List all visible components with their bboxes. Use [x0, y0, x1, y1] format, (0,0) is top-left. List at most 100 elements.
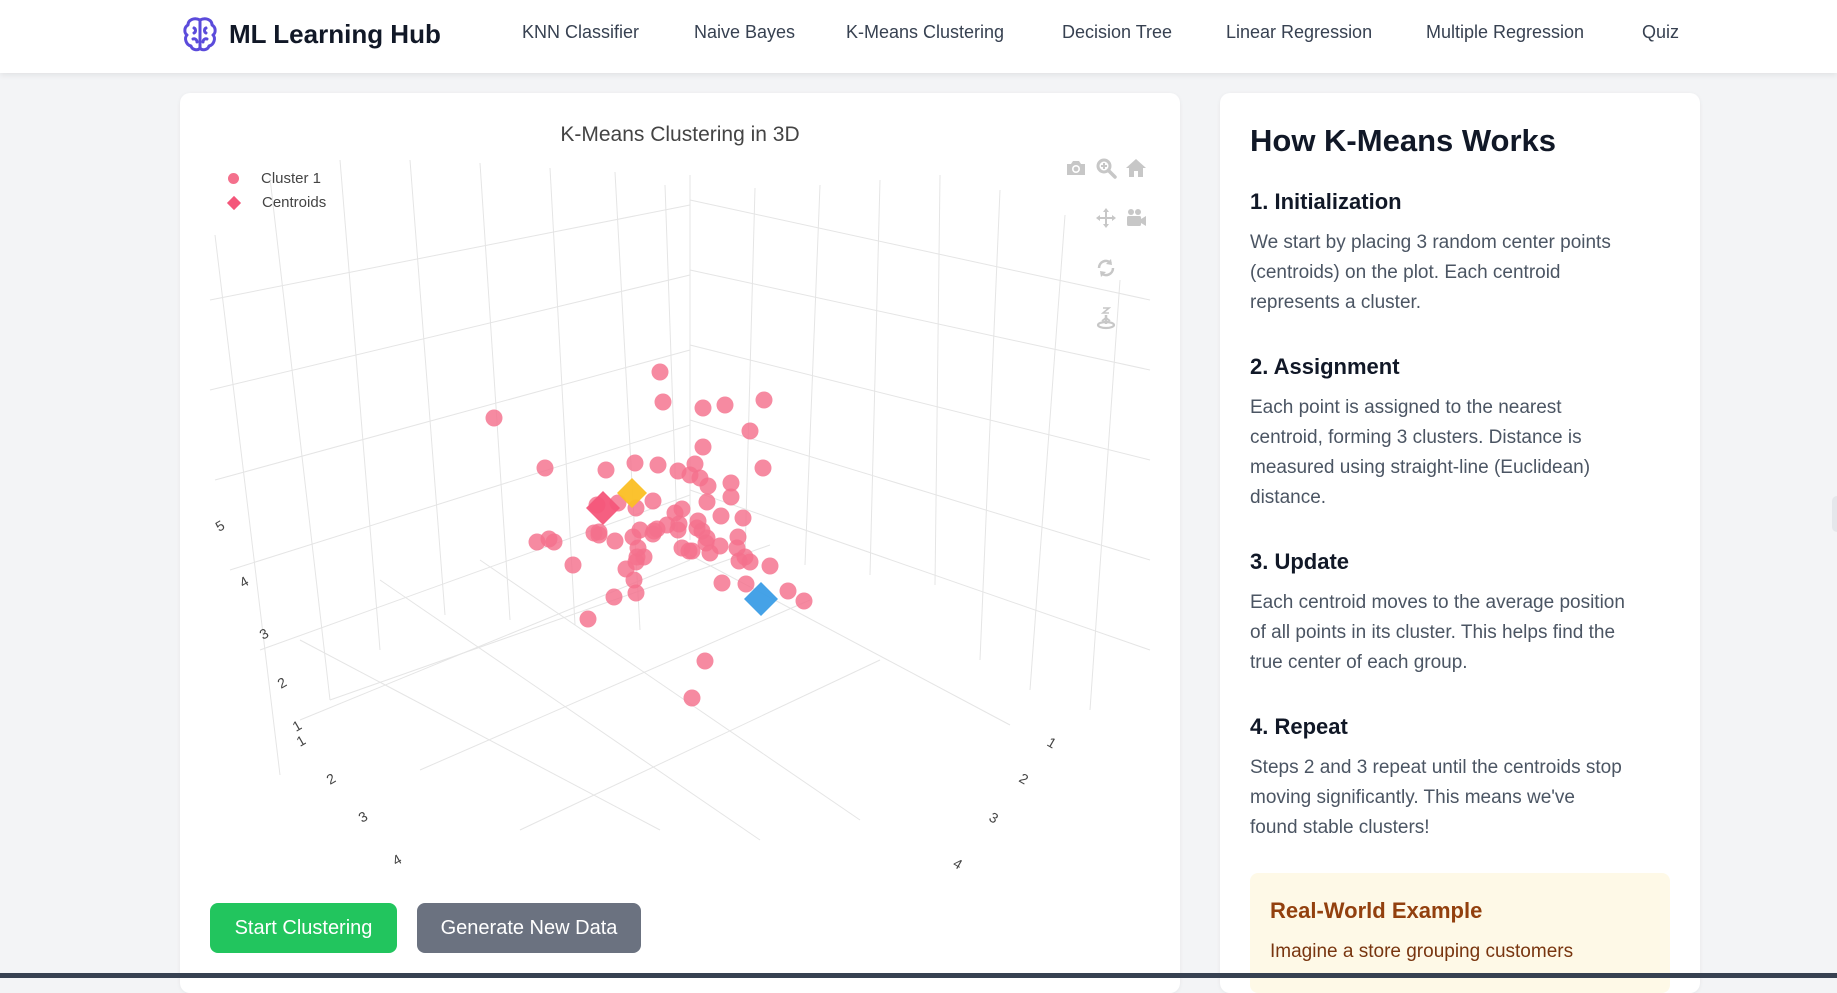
cluster-1-point	[644, 492, 662, 510]
step-2-text: Each point is assigned to the nearest cen…	[1250, 397, 1591, 508]
nav-naive-bayes[interactable]: Naive Bayes	[694, 22, 796, 42]
grid-line	[519, 659, 881, 831]
nav-k-means-clustering[interactable]: K-Means Clustering	[846, 22, 1005, 42]
step-4-text: Steps 2 and 3 repeat until the centroids…	[1250, 757, 1622, 838]
cluster-1-point	[627, 584, 645, 602]
info-card	[1220, 93, 1700, 993]
axis-tick-label: 2	[1017, 770, 1032, 788]
grid-line	[934, 174, 941, 586]
nav-decision-tree[interactable]: Decision Tree	[1062, 22, 1173, 42]
example-text: Imagine a store grouping customers	[1270, 941, 1574, 962]
cluster-1-point	[649, 456, 667, 474]
grid-line	[1089, 279, 1121, 711]
nav-quiz[interactable]: Quiz	[1642, 22, 1680, 42]
axis-tick-label: 1	[294, 732, 309, 750]
bottom-border	[0, 973, 1837, 978]
legend-item-cluster-1[interactable]: Cluster 1	[228, 170, 321, 187]
cluster-1-point	[635, 548, 653, 566]
grid-line	[214, 349, 691, 481]
cluster-1-point	[590, 526, 608, 544]
cluster-1-point	[722, 488, 740, 506]
grid-line	[259, 494, 691, 651]
grid-line	[744, 187, 756, 558]
side-panel-handle[interactable]	[1832, 496, 1837, 532]
turntable-icon[interactable]	[1094, 306, 1118, 330]
orbit-rotate-icon[interactable]	[1094, 256, 1118, 280]
cluster-1-point	[755, 391, 773, 409]
cluster-1-point	[605, 588, 623, 606]
cluster-1-point	[545, 533, 563, 551]
grid-line	[689, 199, 1151, 301]
grid-line	[689, 344, 1151, 461]
nav-linear-regression[interactable]: Linear Regression	[1226, 22, 1373, 42]
cluster-1-point	[536, 459, 554, 477]
nav-multiple-regression[interactable]: Multiple Regression	[1426, 22, 1585, 42]
home-icon[interactable]	[1124, 156, 1148, 180]
axis-tick-label: 3	[987, 809, 1002, 827]
grid-line	[689, 419, 1151, 561]
step-1-title: 1. Initialization	[1250, 189, 1402, 214]
cluster-1-point	[741, 553, 759, 571]
cluster-1-point	[712, 507, 730, 525]
cluster-1-point	[648, 520, 666, 538]
cluster-1-point	[722, 474, 740, 492]
centroid-marker	[744, 582, 778, 616]
axis-tick-label: 4	[237, 573, 252, 591]
axis-tick-label: 2	[324, 770, 339, 788]
cluster-1-point	[669, 462, 687, 480]
cluster-1-point	[670, 515, 688, 533]
cluster-1-point	[737, 575, 755, 593]
legend-circle-marker	[228, 173, 239, 184]
axis-tick-label: 3	[356, 808, 371, 826]
grid-line	[1029, 214, 1066, 691]
grid-line	[214, 234, 281, 776]
nav-knn-classifier[interactable]: KNN Classifier	[522, 22, 640, 42]
cluster-1-point	[696, 652, 714, 670]
legend-item-centroids[interactable]: Centroids	[226, 194, 326, 211]
grid-line	[409, 159, 446, 616]
top-navbar: ML Learning Hub KNN Classifier Naive Bay…	[0, 0, 1837, 73]
cluster-1-point	[754, 459, 772, 477]
cluster-1-point	[779, 582, 797, 600]
pan-icon[interactable]	[1094, 206, 1118, 230]
grid-line	[329, 544, 771, 701]
grid-line	[689, 554, 1011, 726]
zoom-icon[interactable]	[1094, 156, 1118, 180]
grid-line	[979, 189, 1001, 661]
chart-title: K-Means Clustering in 3D	[560, 123, 800, 146]
cluster-1-point	[606, 532, 624, 550]
grid-lines	[209, 159, 1151, 841]
grid-line	[209, 204, 691, 301]
legend-label-cluster-1: Cluster 1	[261, 170, 322, 187]
grid-line	[269, 177, 331, 701]
step-1-text: We start by placing 3 random center poin…	[1250, 232, 1611, 313]
cluster-1-point	[683, 542, 701, 560]
generate-new-data-button[interactable]: Generate New Data	[417, 903, 641, 953]
axis-tick-label: 1	[1045, 734, 1060, 752]
grid-line	[419, 599, 811, 771]
cluster-1-point	[528, 533, 546, 551]
camera-icon[interactable]	[1064, 156, 1088, 180]
brain-icon	[183, 17, 217, 52]
info-heading: How K-Means Works	[1250, 123, 1557, 158]
grid-line	[689, 269, 1151, 371]
grid-line	[479, 162, 511, 621]
centroid-marker	[586, 491, 620, 525]
axis-tick-label: 4	[951, 855, 966, 873]
cluster-1-point	[795, 592, 813, 610]
start-clustering-button[interactable]: Start Clustering	[210, 903, 397, 953]
camera-video-icon[interactable]	[1124, 206, 1148, 230]
centroid-marker	[617, 478, 647, 508]
cluster-1-point	[761, 557, 779, 575]
grid-line	[339, 159, 381, 651]
data-points	[485, 363, 813, 707]
grid-line	[299, 639, 661, 831]
cluster-1-point	[485, 409, 503, 427]
grid-line	[869, 179, 881, 576]
cluster-1-point	[694, 438, 712, 456]
brand[interactable]: ML Learning Hub	[180, 14, 441, 54]
axis-tick-label: 3	[257, 625, 272, 643]
cluster-1-point	[716, 396, 734, 414]
axis-tick-label: 5	[213, 517, 228, 535]
